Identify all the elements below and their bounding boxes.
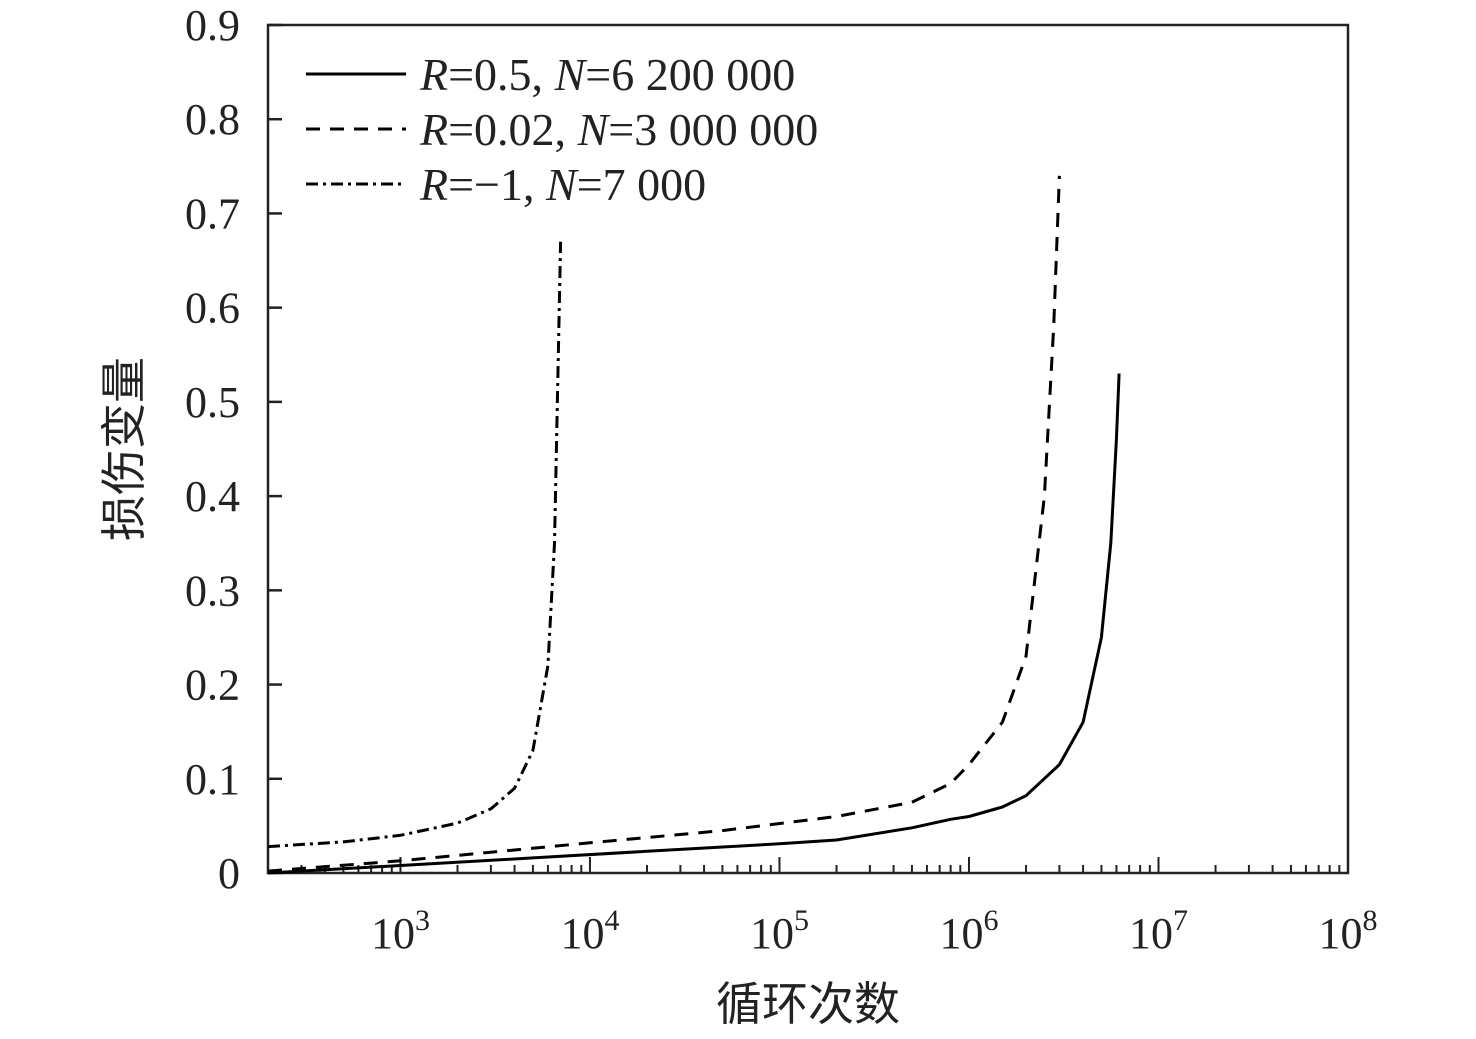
x-tick-label: 107 <box>1129 904 1188 958</box>
y-tick-label: 0.9 <box>185 1 240 50</box>
y-axis: 0 0.1 0.2 0.3 0.4 0.5 0.6 0.7 0.8 0.9 <box>185 1 282 898</box>
legend-label-3: R=−1, N=7 000 <box>419 159 706 210</box>
legend-label-2: R=0.02, N=3 000 000 <box>419 104 818 155</box>
x-axis: 103 104 105 106 107 108 <box>267 857 1378 958</box>
y-tick-label: 0.6 <box>185 284 240 333</box>
y-tick-label: 0.2 <box>185 661 240 710</box>
x-tick-label: 106 <box>939 904 998 958</box>
y-tick-label: 0.8 <box>185 95 240 144</box>
x-tick-label: 105 <box>750 904 809 958</box>
y-tick-label: 0.5 <box>185 378 240 427</box>
y-axis-title: 损伤变量 <box>97 357 151 541</box>
y-tick-label: 0 <box>218 849 240 898</box>
x-axis-title: 循环次数 <box>716 977 900 1031</box>
x-tick-label: 104 <box>560 904 619 958</box>
legend-label-1: R=0.5, N=6 200 000 <box>419 49 795 100</box>
x-tick-label: 108 <box>1319 904 1378 958</box>
series-line-2 <box>267 175 1061 873</box>
x-tick-label: 103 <box>371 904 430 958</box>
plot-frame <box>266 23 1350 875</box>
y-tick-label: 0.3 <box>185 566 240 615</box>
series-line-1 <box>267 373 1121 875</box>
y-tick-label: 0.7 <box>185 189 240 238</box>
series-line-3 <box>267 241 563 849</box>
y-tick-label: 0.4 <box>185 472 240 521</box>
series-layer <box>267 175 1121 875</box>
y-tick-label: 0.1 <box>185 755 240 804</box>
